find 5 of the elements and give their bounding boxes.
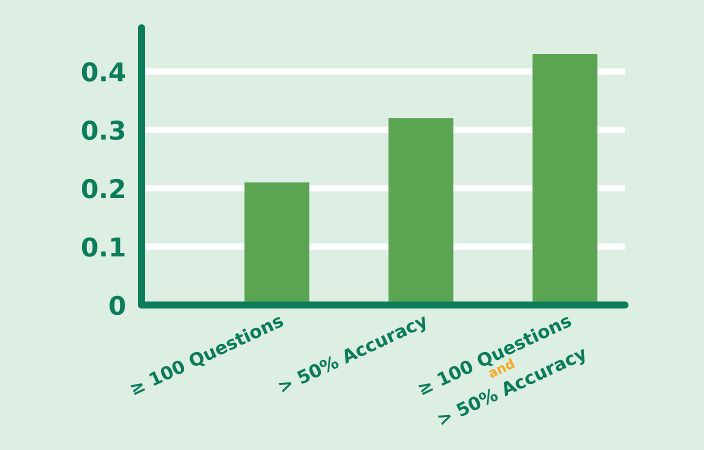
y-tick-label: 0.4 xyxy=(82,62,126,82)
y-tick-label: 0.1 xyxy=(82,237,124,257)
y-tick-label: 0.3 xyxy=(82,120,124,140)
y-tick-label: 0.2 xyxy=(82,178,124,198)
y-tick-label: 0 xyxy=(110,296,125,316)
